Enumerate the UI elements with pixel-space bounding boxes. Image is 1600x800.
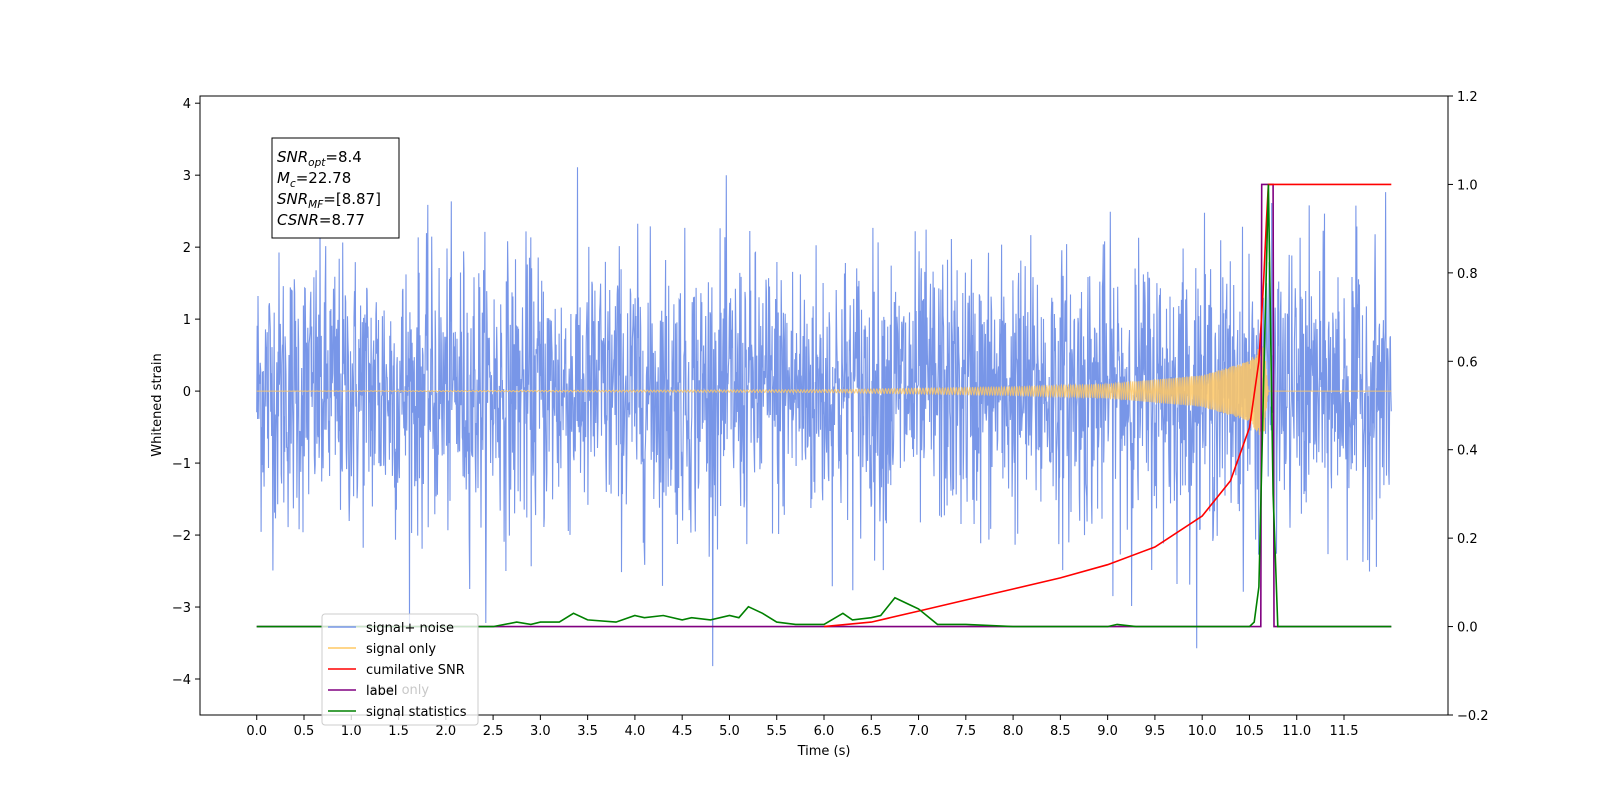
y-axis-label: Whitened strain (150, 353, 165, 456)
annotation-symbol: CSNR (277, 211, 319, 229)
annotation-subscript: MF (308, 199, 324, 211)
y-right-tick-label: 0.8 (1457, 267, 1478, 282)
y-axis-left: 4 3 2 1 0 −1 −2 −3 −4 (172, 97, 200, 688)
y-right-tick-label: 0.6 (1457, 355, 1478, 370)
annotation-line: SNRMF=[8.87] (277, 190, 381, 211)
y-tick-label: 1 (183, 313, 191, 328)
legend-entry-label: label (366, 684, 397, 699)
x-tick-label: 0.5 (294, 724, 315, 739)
x-tick-label: 7.5 (955, 724, 976, 739)
x-tick-label: 4.0 (625, 724, 646, 739)
legend-entry-label: cumilative SNR (366, 663, 465, 678)
y-right-tick-label: 0.0 (1457, 621, 1478, 636)
x-tick-label: 10.5 (1235, 724, 1264, 739)
y-tick-label: −3 (172, 601, 191, 616)
x-tick-label: 6.5 (861, 724, 882, 739)
legend: label only signal+ noise signal only cumila… (321, 613, 479, 726)
y-tick-label: −2 (172, 529, 191, 544)
annotation-value: =[8.87] (323, 190, 381, 208)
x-tick-label: 0.0 (246, 724, 267, 739)
y-tick-label: 3 (183, 169, 191, 184)
legend-ghost-text: label only (366, 683, 429, 698)
annotation-symbol: M (277, 169, 290, 187)
annotation-symbol: SNR (277, 190, 308, 208)
x-tick-label: 7.0 (908, 724, 929, 739)
x-tick-label: 5.0 (719, 724, 740, 739)
legend-entry-label: signal statistics (366, 705, 467, 720)
y-tick-label: −1 (172, 457, 191, 472)
series-signal-only-line (256, 346, 1392, 437)
y-axis-right: 1.2 1.0 0.8 0.6 0.4 0.2 0.0 −0.2 (1448, 90, 1489, 724)
annotation-value: =22.78 (296, 169, 352, 187)
x-tick-label: 2.0 (435, 724, 456, 739)
x-tick-label: 5.5 (766, 724, 787, 739)
x-axis-label: Time (s) (797, 744, 851, 759)
y-tick-label: −4 (172, 673, 191, 688)
series-signal-noise-line (256, 167, 1392, 667)
annotation-subscript: c (290, 178, 296, 190)
x-tick-label: 3.0 (530, 724, 551, 739)
annotation-value: =8.77 (319, 211, 365, 229)
x-tick-label: 4.5 (672, 724, 693, 739)
legend-entry-label: signal+ noise (366, 621, 454, 636)
annotation-line: CSNR=8.77 (277, 211, 365, 229)
x-tick-label: 11.0 (1282, 724, 1311, 739)
y-right-tick-label: 1.0 (1457, 178, 1478, 193)
annotation-line: Mc=22.78 (277, 169, 351, 190)
x-tick-label: 8.0 (1003, 724, 1024, 739)
legend-entry-label: signal only (366, 642, 436, 657)
annotation-frame (271, 137, 400, 239)
x-tick-label: 8.5 (1050, 724, 1071, 739)
y-right-tick-label: 0.4 (1457, 444, 1478, 459)
x-tick-label: 1.5 (388, 724, 409, 739)
x-tick-label: 9.0 (1097, 724, 1118, 739)
x-tick-label: 9.5 (1145, 724, 1166, 739)
x-axis: 0.0 0.5 1.0 1.5 2.0 2.5 3.0 3.5 4.0 4.5 5.0 5.5 6.0 6… (246, 715, 1358, 739)
annotation-value: =8.4 (325, 148, 361, 166)
x-tick-label: 2.5 (483, 724, 504, 739)
y-right-tick-label: −0.2 (1457, 709, 1489, 724)
annotation-symbol: SNR (277, 148, 308, 166)
x-tick-label: 11.5 (1330, 724, 1359, 739)
annotation-subscript: opt (308, 157, 326, 169)
annotation-line: SNRopt=8.4 (277, 148, 362, 169)
x-tick-label: 10.0 (1188, 724, 1217, 739)
y-tick-label: 4 (183, 97, 191, 112)
y-tick-label: 0 (183, 385, 191, 400)
y-tick-label: 2 (183, 241, 191, 256)
y-right-tick-label: 1.2 (1457, 90, 1478, 105)
x-tick-label: 1.0 (341, 724, 362, 739)
x-tick-label: 3.5 (577, 724, 598, 739)
legend-frame (321, 613, 479, 726)
series-signal-statistics-line (256, 184, 1392, 628)
series-cumulative-snr-line (823, 183, 1392, 628)
x-tick-label: 6.0 (814, 724, 835, 739)
series-layer (256, 167, 1392, 667)
y-right-tick-label: 0.2 (1457, 532, 1478, 547)
